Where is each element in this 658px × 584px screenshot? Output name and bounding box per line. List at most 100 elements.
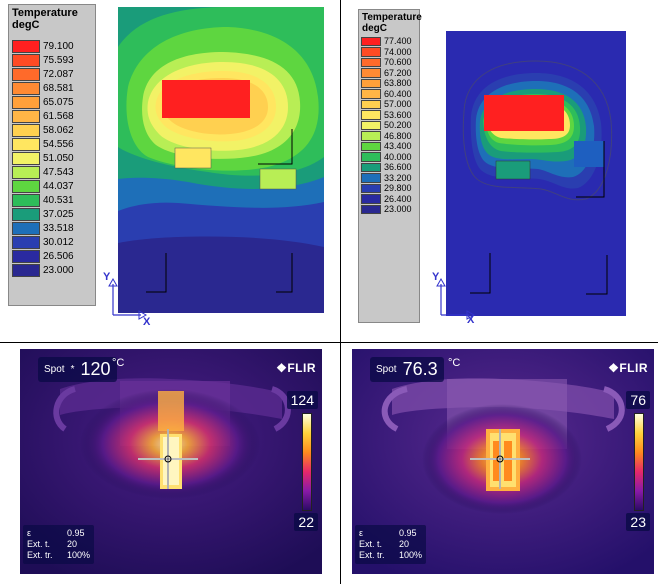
legend-swatch [12,235,40,249]
legend-entry: 40.531 [12,193,74,207]
parameter-row: ε 0.95 [359,528,422,539]
legend-title-line1: Temperature [12,7,78,19]
legend-title-line1: Temperature [362,12,422,23]
legend-value: 57.000 [384,99,412,110]
legend-entry: 50.200 [361,120,412,131]
temperature-scale-bar [634,413,644,511]
legend-value: 67.200 [384,67,412,78]
legend-swatch [361,120,381,130]
legend-value: 79.100 [43,40,74,52]
parameter-value: 100% [67,550,91,560]
legend-entry: 72.087 [12,67,74,81]
legend-value: 72.087 [43,68,74,80]
legend-swatch [12,81,40,95]
legend-value: 23.000 [43,264,74,276]
legend-entry: 67.200 [361,68,412,79]
parameter-value: 0.95 [67,528,85,538]
legend-entry: 30.012 [12,235,74,249]
flir-logo-icon: ❖ [608,361,620,375]
legend-value: 33.200 [384,172,412,183]
legend-entry: 57.000 [361,99,412,110]
legend-swatch [12,207,40,221]
legend-entry: 58.062 [12,123,74,137]
legend-value: 37.025 [43,208,74,220]
thermal-simulation-left [118,7,324,313]
legend-entry: 54.556 [12,137,74,151]
unit-label: °C [112,357,125,369]
legend-entry: 77.400 [361,36,412,47]
legend-swatch [361,110,381,120]
legend-swatch [12,151,40,165]
legend-swatch [361,99,381,109]
x-axis-label-left: X [143,316,151,328]
scale-max-value: 76 [626,391,650,409]
parameter-name: ε [27,528,32,538]
legend-entry: 37.025 [12,207,74,221]
parameter-row: ε 0.95 [27,528,90,539]
legend-swatch [12,263,40,277]
thermal-camera-image-left: Spot * 120 °C ❖FLIR 124 22 ε 0.95 Ext. t. 2… [20,349,322,574]
parameter-name: ε [359,528,364,538]
thermal-camera-image-right: Spot 76.3 °C ❖FLIR 76 23 ε 0.95 Ext. t. 20 E… [352,349,654,574]
flir-logo-text: FLIR [619,361,648,375]
spot-crosshair-right[interactable] [470,429,530,489]
scale-max-value: 124 [286,391,318,409]
temperature-scale-bar [302,413,312,511]
parameter-name: Ext. t. [27,539,51,549]
legend-value: 29.800 [384,183,412,194]
legend-value: 70.600 [384,57,412,68]
legend-swatch [12,165,40,179]
legend-value: 26.400 [384,193,412,204]
legend-swatch [361,57,381,67]
legend-entry: 79.100 [12,39,74,53]
legend-entry: 26.506 [12,249,74,263]
legend-value: 23.000 [384,204,412,215]
legend-value: 50.200 [384,120,412,131]
legend-title-line2: degC [12,19,40,31]
camera-parameters-left: ε 0.95 Ext. t. 20 Ext. tr. 100% [23,525,95,564]
legend-entry: 75.593 [12,53,74,67]
scale-min-value: 23 [626,513,650,531]
parameter-value: 0.95 [399,528,417,538]
legend-value: 30.012 [43,236,74,248]
legend-entry: 23.000 [361,204,412,215]
legend-swatch [361,162,381,172]
parameter-row: Ext. tr. 100% [27,550,90,561]
legend-swatch [361,131,381,141]
legend-value: 46.800 [384,130,412,141]
parameter-row: Ext. tr. 100% [359,550,422,561]
legend-swatch [12,67,40,81]
spot-temperature: 76.3 [402,359,438,379]
spot-temperature: 120 [80,359,111,379]
legend-swatch [361,183,381,193]
legend-swatch [361,141,381,151]
legend-swatch [12,123,40,137]
y-axis-label-left: Y [103,271,111,283]
y-axis-label-right: Y [432,271,440,283]
legend-value: 74.000 [384,46,412,57]
parameter-name: Ext. t. [359,539,383,549]
legend-value: 58.062 [43,124,74,136]
legend-value: 40.531 [43,194,74,206]
spot-readout-right: Spot 76.3 [370,357,444,382]
legend-entry: 70.600 [361,57,412,68]
axis-triad-right [436,277,476,320]
legend-swatch [12,249,40,263]
legend-swatch [12,53,40,67]
unit-label: °C [448,357,461,369]
legend-value: 33.518 [43,222,74,234]
legend-swatch [361,173,381,183]
legend-value: 44.037 [43,180,74,192]
legend-value: 47.543 [43,166,74,178]
legend-value: 60.400 [384,88,412,99]
legend-value: 75.593 [43,54,74,66]
legend-value: 65.075 [43,96,74,108]
legend-swatch [361,89,381,99]
spot-crosshair-left[interactable] [138,429,198,489]
flir-logo-icon: ❖ [276,361,288,375]
legend-entry: 74.000 [361,47,412,58]
legend-value: 54.556 [43,138,74,150]
legend-entry: 40.000 [361,152,412,163]
legend-entry: 51.050 [12,151,74,165]
legend-swatch [12,109,40,123]
